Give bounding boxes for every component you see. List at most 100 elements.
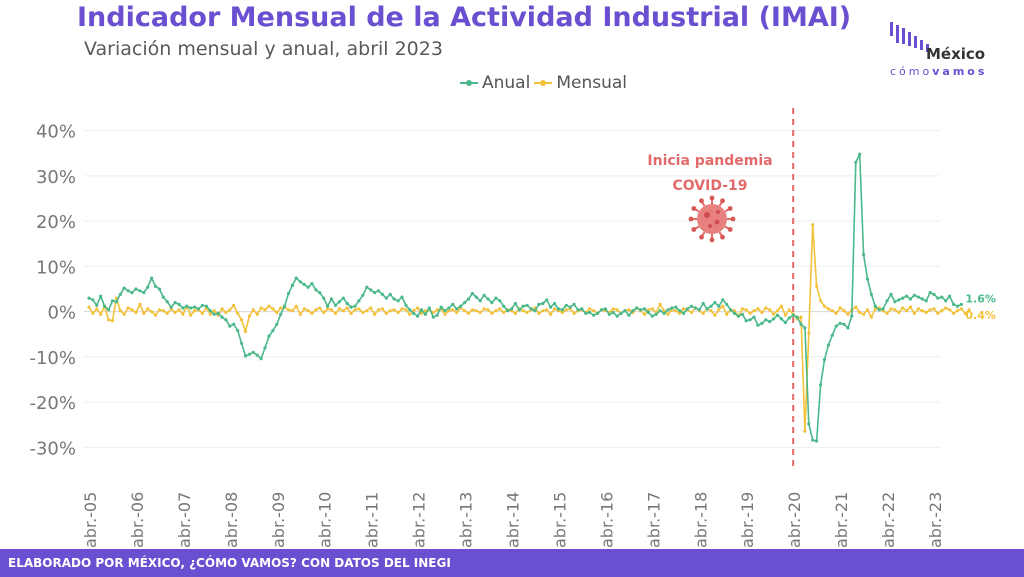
data-point: [775, 313, 780, 317]
data-point: [271, 329, 275, 333]
data-point: [709, 304, 713, 308]
data-point: [267, 304, 271, 308]
virus-spot: [704, 212, 710, 218]
data-point: [173, 301, 177, 305]
data-point: [674, 309, 678, 313]
data-point: [807, 331, 811, 335]
data-point: [427, 306, 431, 310]
data-point: [588, 310, 592, 315]
data-point: [87, 296, 91, 300]
data-point: [756, 323, 760, 327]
data-point: [654, 312, 658, 316]
data-point: [552, 301, 557, 306]
data-point: [329, 297, 334, 301]
data-point: [537, 311, 541, 315]
data-point: [247, 352, 251, 356]
data-point: [537, 302, 541, 306]
data-point: [107, 318, 111, 322]
virus-spot: [708, 224, 712, 228]
data-point: [228, 324, 232, 328]
data-point: [416, 306, 420, 310]
data-point: [517, 308, 521, 312]
data-point: [705, 307, 709, 311]
data-point: [959, 307, 964, 311]
data-point: [744, 319, 748, 323]
data-point: [286, 308, 291, 312]
data-point: [279, 312, 283, 316]
data-point: [803, 429, 807, 433]
data-point: [658, 309, 662, 313]
data-point: [529, 307, 533, 311]
data-point: [858, 310, 862, 315]
data-point: [912, 311, 917, 315]
data-point: [920, 309, 924, 313]
data-point: [384, 296, 388, 300]
data-point: [752, 309, 756, 313]
data-point: [881, 307, 885, 311]
virus-icon: [688, 195, 736, 243]
data-point: [846, 326, 850, 330]
data-point: [908, 305, 913, 309]
legend-item-anual: Anual: [460, 73, 530, 93]
mexico-como-vamos-logo: México cómovamos: [890, 22, 1010, 82]
data-point: [443, 309, 447, 313]
data-point: [948, 308, 952, 312]
data-point: [658, 302, 662, 306]
data-point: [932, 292, 936, 296]
data-point: [541, 309, 545, 313]
data-point: [889, 292, 893, 296]
data-point: [572, 311, 576, 315]
data-point: [732, 309, 737, 313]
data-point: [803, 326, 807, 330]
y-tick-label: 20%: [36, 212, 76, 233]
data-point: [646, 310, 651, 315]
x-tick-label: abr.-09: [269, 492, 288, 548]
data-point: [936, 311, 940, 315]
data-point: [318, 291, 322, 295]
data-point: [952, 302, 956, 306]
data-point: [365, 309, 369, 313]
data-point: [91, 311, 95, 315]
data-point: [873, 304, 877, 308]
data-point: [157, 287, 161, 291]
data-point: [326, 307, 330, 311]
end-label-anual: 1.6%: [965, 292, 996, 305]
x-tick-label: abr.-21: [832, 492, 851, 548]
data-point: [819, 299, 823, 303]
data-point: [521, 304, 525, 308]
data-point: [916, 307, 921, 311]
y-tick-label: 40%: [36, 122, 76, 143]
data-point: [885, 311, 889, 315]
data-point: [928, 291, 932, 295]
data-point: [333, 311, 338, 315]
y-tick-label: 0%: [47, 303, 76, 324]
data-point: [380, 307, 384, 311]
data-point: [760, 321, 764, 325]
data-point: [764, 318, 768, 322]
data-point: [286, 291, 291, 296]
data-point: [212, 309, 216, 313]
data-point: [764, 306, 768, 310]
virus-spike-tip: [727, 227, 733, 232]
data-point: [369, 288, 373, 292]
data-point: [779, 304, 784, 308]
data-point: [721, 298, 725, 302]
data-point: [463, 301, 467, 305]
data-point: [552, 307, 557, 311]
data-point: [732, 311, 737, 315]
data-point: [631, 309, 635, 313]
data-point: [322, 310, 326, 315]
x-tick-label: abr.-07: [175, 492, 194, 548]
data-point: [842, 322, 846, 326]
y-tick-label: -10%: [29, 348, 76, 369]
series-line-anual: [88, 153, 962, 442]
data-point: [908, 297, 913, 301]
data-point: [815, 284, 819, 288]
data-point: [189, 313, 193, 317]
data-point: [494, 296, 498, 300]
x-tick-label: abr.-14: [504, 492, 523, 548]
data-point: [474, 309, 478, 313]
logo-tagline-b: vamos: [932, 65, 988, 78]
data-point: [858, 152, 862, 156]
data-point: [811, 223, 815, 227]
